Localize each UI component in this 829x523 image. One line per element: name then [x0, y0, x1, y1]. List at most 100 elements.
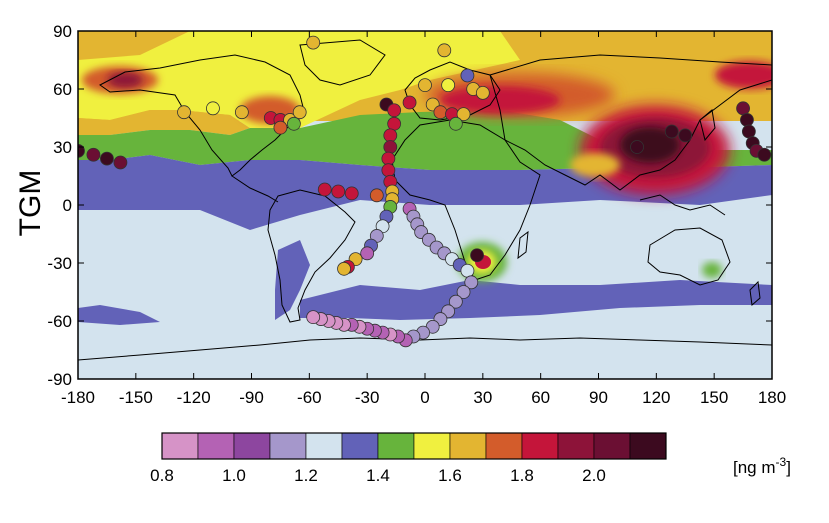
observation-point [306, 35, 321, 50]
observation-point [234, 105, 249, 120]
colorbar-swatch [557, 432, 595, 460]
observation-point [287, 116, 301, 131]
hotspot-east-asia-core [620, 127, 680, 163]
observation-markers [78, 35, 772, 348]
observation-point [78, 143, 85, 158]
observation-point [344, 186, 359, 201]
x-tick-label: -180 [61, 388, 95, 407]
colorbar-swatch [449, 432, 487, 460]
y-axis: 90 60 30 0 -30 -60 -90 [47, 22, 772, 389]
observation-point [177, 105, 191, 120]
band-south-america-purple [275, 240, 310, 320]
observation-point [437, 43, 452, 58]
observation-point [306, 310, 321, 325]
y-tick-label: -30 [47, 254, 72, 273]
x-tick-label: 0 [420, 388, 429, 407]
coastline-greenland [299, 39, 386, 86]
observation-point [448, 294, 463, 309]
observation-point [460, 68, 475, 83]
coastline-japan [699, 109, 716, 142]
observation-point [317, 182, 332, 197]
colorbar-tick-label: 1.8 [510, 466, 534, 485]
observation-point [664, 124, 679, 139]
colorbar-tick-label: 1.0 [222, 466, 246, 485]
observation-point [273, 120, 288, 135]
y-tick-label: -90 [47, 370, 72, 389]
observation-point [630, 140, 644, 154]
observation-point [387, 103, 402, 118]
observation-point [433, 105, 448, 120]
observation-point [369, 188, 384, 203]
hotspot-alaska-core [107, 72, 143, 88]
observation-point [678, 128, 693, 143]
observation-point [402, 95, 417, 110]
colorbar-swatch [161, 432, 199, 460]
coastline-africa [391, 119, 541, 281]
y-axis-label: TGM [14, 170, 47, 237]
x-tick-label: 180 [758, 388, 786, 407]
coastline-se-asia-islands [639, 194, 726, 216]
colorbar-swatch [413, 432, 451, 460]
y-tick-label: -60 [47, 312, 72, 331]
observation-point [337, 261, 351, 276]
map-area [78, 31, 772, 379]
colorbar-swatch [305, 432, 343, 460]
colorbar-swatch [629, 432, 667, 460]
observation-point [736, 101, 750, 116]
colorbar-swatch [341, 432, 379, 460]
x-tick-label: 120 [642, 388, 670, 407]
coastline-asia [489, 54, 772, 191]
observation-point [113, 155, 128, 170]
colorbar: 0.8 1.0 1.2 1.4 1.6 1.8 2.0 [150, 432, 667, 485]
observation-point [757, 147, 772, 162]
coastline-madagascar [517, 230, 529, 260]
observation-point [331, 184, 346, 199]
y-tick-label: 30 [53, 138, 72, 157]
band-yellow [78, 31, 520, 128]
colorbar-tick-label: 2.0 [582, 466, 606, 485]
x-tick-label: -60 [297, 388, 322, 407]
colorbar-swatch [269, 432, 307, 460]
x-tick-label: -150 [119, 388, 153, 407]
colorbar-swatch [521, 432, 559, 460]
hotspot-australia [702, 262, 722, 278]
x-tick-label: 90 [589, 388, 608, 407]
observation-point [387, 116, 402, 131]
x-tick-label: 30 [473, 388, 492, 407]
coastline-new-zealand [749, 280, 761, 306]
colorbar-tick-label: 0.8 [150, 466, 174, 485]
observation-point [418, 78, 432, 93]
y-tick-label: 90 [53, 22, 72, 41]
observation-point [441, 78, 456, 93]
colorbar-tick-label: 1.4 [366, 466, 390, 485]
hotspot-siberia-east [715, 61, 772, 89]
coastline-central-america [231, 175, 279, 203]
observation-point [360, 246, 375, 261]
observation-point [86, 147, 101, 162]
colorbar-swatch [377, 432, 415, 460]
colorbar-swatch [593, 432, 631, 460]
observation-point [470, 248, 484, 263]
observation-point [456, 107, 471, 122]
x-axis: -180 -150 -120 -90 -60 -30 0 30 60 90 120 150 180 [61, 31, 786, 407]
x-tick-label: -30 [355, 388, 380, 407]
observation-point [383, 128, 398, 143]
observation-point [206, 101, 220, 116]
x-tick-label: -90 [239, 388, 264, 407]
observation-point [100, 151, 114, 166]
observation-point [292, 105, 307, 120]
observation-point [383, 140, 398, 154]
x-tick-label: -120 [177, 388, 211, 407]
observation-point [456, 285, 471, 299]
hotspot-india [570, 153, 620, 177]
colorbar-tick-label: 1.2 [294, 466, 318, 485]
colorbar-frame [161, 432, 667, 460]
y-tick-label: 60 [53, 80, 72, 99]
observation-point [740, 113, 754, 127]
band-southern-ocean-west [78, 305, 160, 325]
colorbar-swatch [233, 432, 271, 460]
observation-point [381, 151, 396, 166]
colorbar-swatch [485, 432, 523, 460]
coastline-antarctica [78, 337, 772, 361]
